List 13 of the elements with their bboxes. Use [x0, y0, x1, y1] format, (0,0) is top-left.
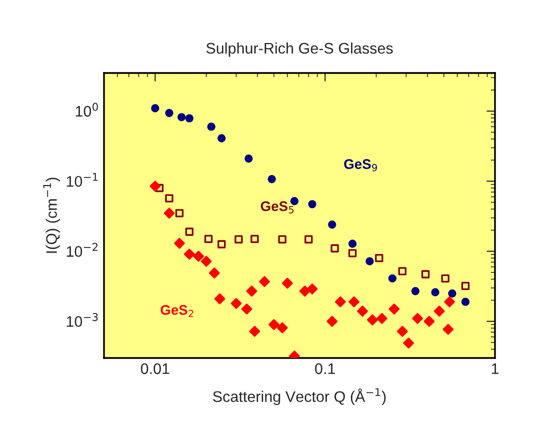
y-tick-label: 10$^{−2}$ — [66, 242, 98, 257]
x-axis-title: Scattering Vector Q (Å$^{−1}$) — [213, 388, 386, 406]
y-tick-label: 10$^{0}$ — [76, 102, 98, 117]
series-label: GeS$_{2}$ — [160, 305, 194, 317]
y-axis-title: I(Q) (cm$^{−1}$) — [43, 178, 60, 253]
y-tick-label: 10$^{−3}$ — [66, 312, 98, 327]
y-tick-label: 10$^{−1}$ — [66, 172, 98, 187]
x-tick-label: 1 — [492, 363, 499, 374]
x-tick-label: 0.01 — [140, 363, 170, 374]
series-label: GeS$_{5}$ — [260, 201, 294, 214]
x-tick-label: 0.1 — [315, 363, 335, 374]
text: GeS$_{9}$ — [344, 159, 377, 172]
chart-title: Sulphur-Rich Ge-S Glasses — [206, 42, 393, 57]
